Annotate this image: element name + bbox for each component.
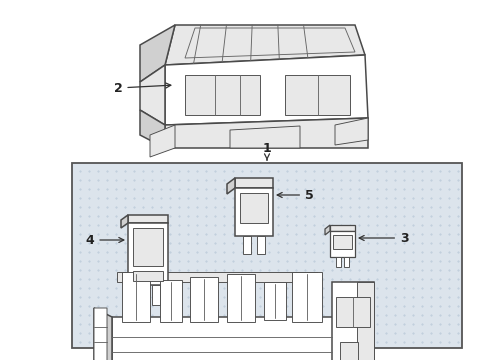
Text: 5: 5 xyxy=(277,189,314,202)
Bar xyxy=(340,342,358,360)
Bar xyxy=(336,257,341,267)
Bar xyxy=(72,163,462,348)
Polygon shape xyxy=(330,225,355,231)
Polygon shape xyxy=(140,25,175,82)
Bar xyxy=(152,285,160,305)
Bar xyxy=(133,271,163,281)
Polygon shape xyxy=(94,308,107,360)
Polygon shape xyxy=(121,215,128,228)
Bar xyxy=(243,236,251,254)
Polygon shape xyxy=(230,126,300,148)
Bar xyxy=(117,272,317,282)
Polygon shape xyxy=(140,110,165,148)
Polygon shape xyxy=(150,125,175,157)
Bar xyxy=(336,297,370,327)
Bar xyxy=(333,235,352,249)
Bar xyxy=(128,223,168,285)
Polygon shape xyxy=(325,225,330,235)
Text: 1: 1 xyxy=(263,141,271,160)
Text: 2: 2 xyxy=(114,81,171,95)
Bar xyxy=(112,317,362,360)
Bar xyxy=(240,193,268,223)
Bar xyxy=(122,272,150,322)
Polygon shape xyxy=(94,308,112,360)
Polygon shape xyxy=(235,178,273,188)
Bar xyxy=(227,274,255,322)
Bar xyxy=(285,75,350,115)
Polygon shape xyxy=(128,215,168,223)
Bar xyxy=(136,285,144,305)
Bar xyxy=(330,231,355,257)
Polygon shape xyxy=(357,282,374,360)
Bar xyxy=(185,75,260,115)
Bar xyxy=(257,236,265,254)
Bar xyxy=(235,188,273,236)
Bar xyxy=(264,282,286,320)
Bar xyxy=(190,277,218,322)
Polygon shape xyxy=(165,55,368,125)
Bar xyxy=(344,257,349,267)
Bar xyxy=(292,272,322,322)
Bar xyxy=(160,280,182,322)
Polygon shape xyxy=(227,178,235,194)
Bar xyxy=(332,282,374,360)
Text: 3: 3 xyxy=(359,231,409,244)
Polygon shape xyxy=(335,118,368,145)
Bar xyxy=(133,228,163,266)
Polygon shape xyxy=(165,25,365,65)
Text: 4: 4 xyxy=(86,234,124,247)
Polygon shape xyxy=(140,65,165,125)
Polygon shape xyxy=(165,118,368,148)
